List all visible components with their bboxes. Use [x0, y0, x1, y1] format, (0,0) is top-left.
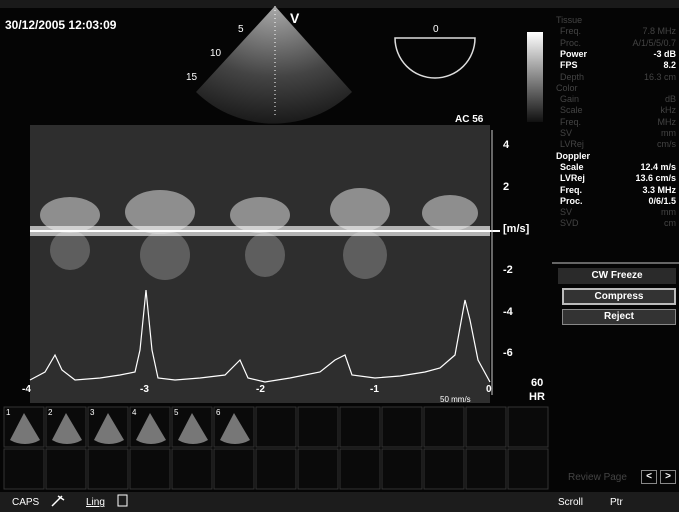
param-value: 12.4 m/s [620, 162, 676, 172]
thumbnail-cell[interactable] [172, 449, 212, 489]
sector-marker: V [290, 10, 299, 26]
scale-label: -6 [503, 347, 513, 359]
param-label: Freq. [560, 185, 582, 195]
param-label: Scale [560, 162, 584, 172]
sector-image [196, 6, 352, 124]
param-label: LVRej [560, 139, 584, 149]
param-value: dB [620, 94, 676, 104]
thumbnail-number: 2 [48, 408, 52, 417]
thumbnail-cell[interactable] [466, 407, 506, 447]
scroll[interactable]: Scroll [558, 497, 583, 508]
reject-button[interactable]: Reject [562, 309, 676, 325]
compress-button[interactable]: Compress [562, 288, 676, 305]
param-value: 16.3 cm [620, 72, 676, 82]
review-page[interactable]: Review Page [568, 472, 627, 483]
ptr[interactable]: Ptr [610, 497, 623, 508]
param-value: cm/s [620, 139, 676, 149]
param-label: Proc. [560, 196, 583, 206]
depth-label: 5 [238, 24, 244, 35]
scale-label: -2 [503, 264, 513, 276]
param-value: kHz [620, 105, 676, 115]
thumbnail-cell[interactable] [424, 407, 464, 447]
next-page[interactable]: > [660, 470, 676, 484]
param-label: Freq. [560, 26, 581, 36]
param-value: A/1/5/5/0.7 [620, 38, 676, 48]
screen: 30/12/2005 12:03:09 V 0 AC 56 50 mm/s 60… [0, 0, 679, 512]
caps[interactable]: CAPS [12, 497, 39, 508]
param-label: Tissue [556, 15, 582, 25]
param-value: 7.8 MHz [620, 26, 676, 36]
thumbnail-grid [4, 407, 548, 489]
prev-page[interactable]: < [641, 470, 657, 484]
top-bar [0, 0, 679, 8]
thumbnail-number: 1 [6, 408, 10, 417]
thumbnail-cell[interactable] [88, 449, 128, 489]
scale-label: 2 [503, 181, 509, 193]
thumbnail-cell[interactable] [214, 449, 254, 489]
param-value: 13.6 cm/s [620, 173, 676, 183]
param-value: cm [620, 218, 676, 228]
thumbnail-cell[interactable] [466, 449, 506, 489]
thumbnail-number: 4 [132, 408, 136, 417]
thumbnail-cell[interactable] [508, 449, 548, 489]
thumbnail-cell[interactable] [298, 449, 338, 489]
orientation-icon [395, 38, 475, 78]
sweep-speed: 50 mm/s [440, 395, 471, 404]
doppler-label: AC 56 [455, 114, 483, 125]
param-value: 3.3 MHz [620, 185, 676, 195]
thumbnail-cell[interactable] [340, 449, 380, 489]
param-label: Gain [560, 94, 579, 104]
param-value: 8.2 [620, 60, 676, 70]
thumbnail-cell[interactable] [424, 449, 464, 489]
thumbnail-cell[interactable] [130, 449, 170, 489]
hr-label: HR [529, 391, 545, 403]
scale-label: [m/s] [503, 223, 529, 235]
scale-label: -4 [503, 306, 513, 318]
thumbnail-cell[interactable] [256, 449, 296, 489]
scale-label: 4 [503, 139, 509, 151]
thumbnail-cell[interactable] [256, 407, 296, 447]
param-value: MHz [620, 117, 676, 127]
param-label: Proc. [560, 38, 581, 48]
depth-label: 15 [186, 72, 197, 83]
param-value: mm [620, 128, 676, 138]
thumbnail-number: 6 [216, 408, 220, 417]
time-label: -2 [256, 384, 265, 395]
thumbnail-number: 5 [174, 408, 178, 417]
time-label: -4 [22, 384, 31, 395]
param-label: SVD [560, 218, 579, 228]
thumbnail-cell[interactable] [340, 407, 380, 447]
thumbnail-cell[interactable] [508, 407, 548, 447]
thumbnail-cell[interactable] [4, 449, 44, 489]
param-label: Depth [560, 72, 584, 82]
time-label: -1 [370, 384, 379, 395]
cw-freeze[interactable]: CW Freeze [558, 268, 676, 284]
thumbnail-cell[interactable] [298, 407, 338, 447]
thumbnail-cell[interactable] [46, 449, 86, 489]
time-label: -3 [140, 384, 149, 395]
param-label: LVRej [560, 173, 585, 183]
param-label: Freq. [560, 117, 581, 127]
divider [552, 262, 679, 264]
param-value: mm [620, 207, 676, 217]
param-label: SV [560, 128, 572, 138]
param-label: SV [560, 207, 572, 217]
param-label: Doppler [556, 151, 590, 161]
param-label: Power [560, 49, 587, 59]
datetime: 30/12/2005 12:03:09 [5, 18, 116, 32]
thumbnail-cell[interactable] [382, 407, 422, 447]
param-label: FPS [560, 60, 578, 70]
param-value: -3 dB [620, 49, 676, 59]
indicator-label: 0 [433, 24, 439, 35]
param-label: Color [556, 83, 578, 93]
gray-scale-bar [527, 32, 543, 122]
depth-label: 10 [210, 48, 221, 59]
param-value: 0/6/1.5 [620, 196, 676, 206]
thumbnail-cell[interactable] [382, 449, 422, 489]
param-label: Scale [560, 105, 583, 115]
ling[interactable]: Ling [86, 497, 105, 508]
hr-value: 60 [531, 377, 543, 389]
thumbnail-number: 3 [90, 408, 94, 417]
time-label: 0 [486, 384, 492, 395]
